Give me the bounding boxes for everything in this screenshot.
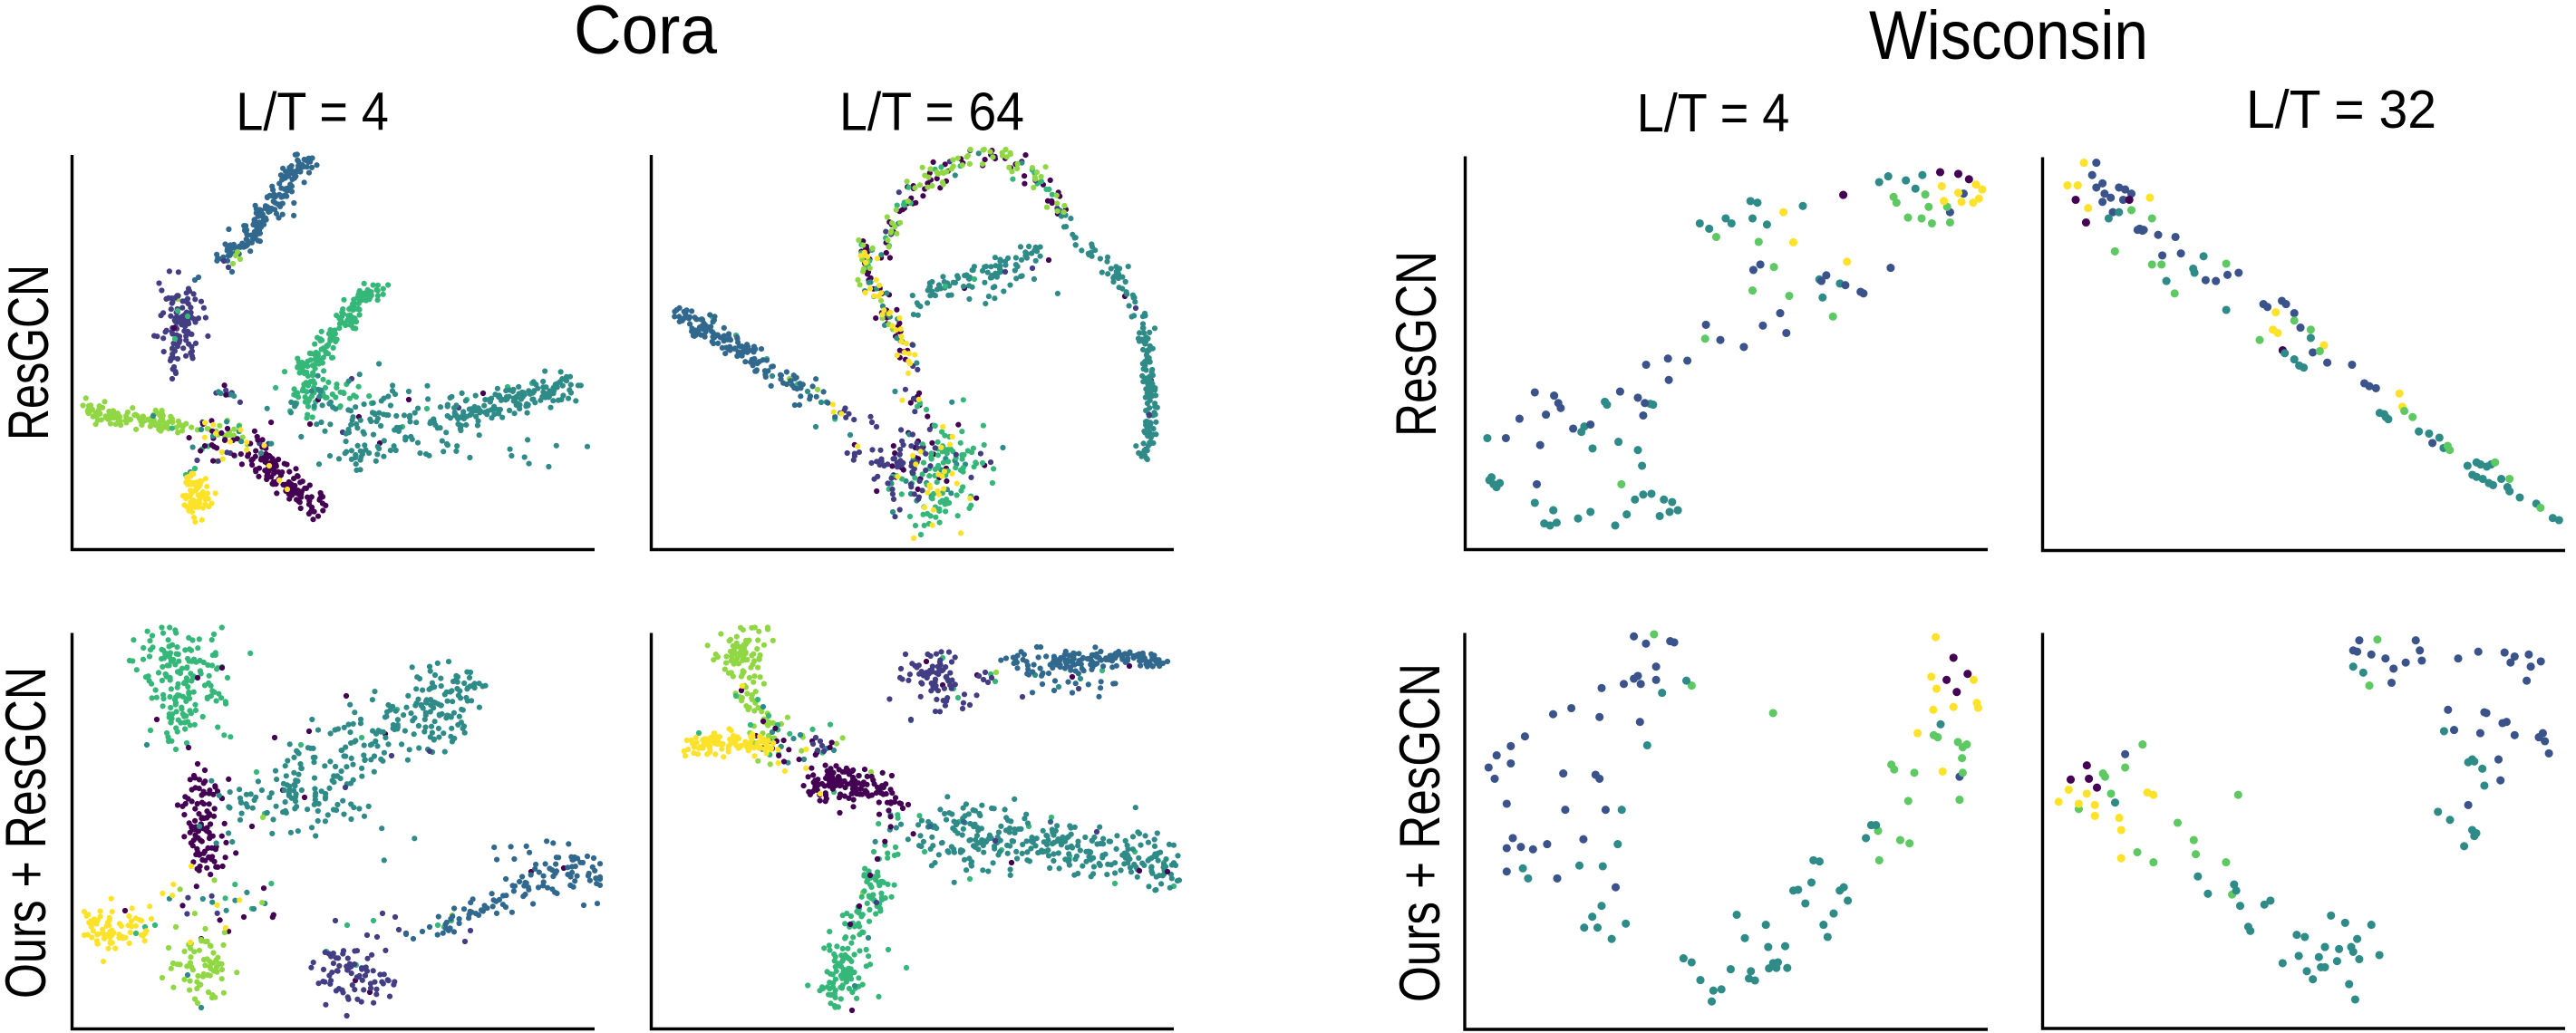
svg-text:L/T = 4: L/T = 4 (236, 82, 389, 142)
svg-text:Wisconsin: Wisconsin (1869, 0, 2148, 74)
svg-text:L/T = 32: L/T = 32 (2246, 80, 2436, 140)
svg-text:ResGCN: ResGCN (1385, 251, 1448, 437)
svg-text:Ours + ResGCN: Ours + ResGCN (0, 667, 58, 999)
svg-text:Cora: Cora (574, 0, 718, 69)
svg-text:L/T = 4: L/T = 4 (1637, 83, 1790, 143)
svg-text:ResGCN: ResGCN (0, 265, 61, 440)
svg-text:Ours + ResGCN: Ours + ResGCN (1389, 663, 1452, 1002)
svg-text:L/T = 64: L/T = 64 (839, 82, 1024, 142)
